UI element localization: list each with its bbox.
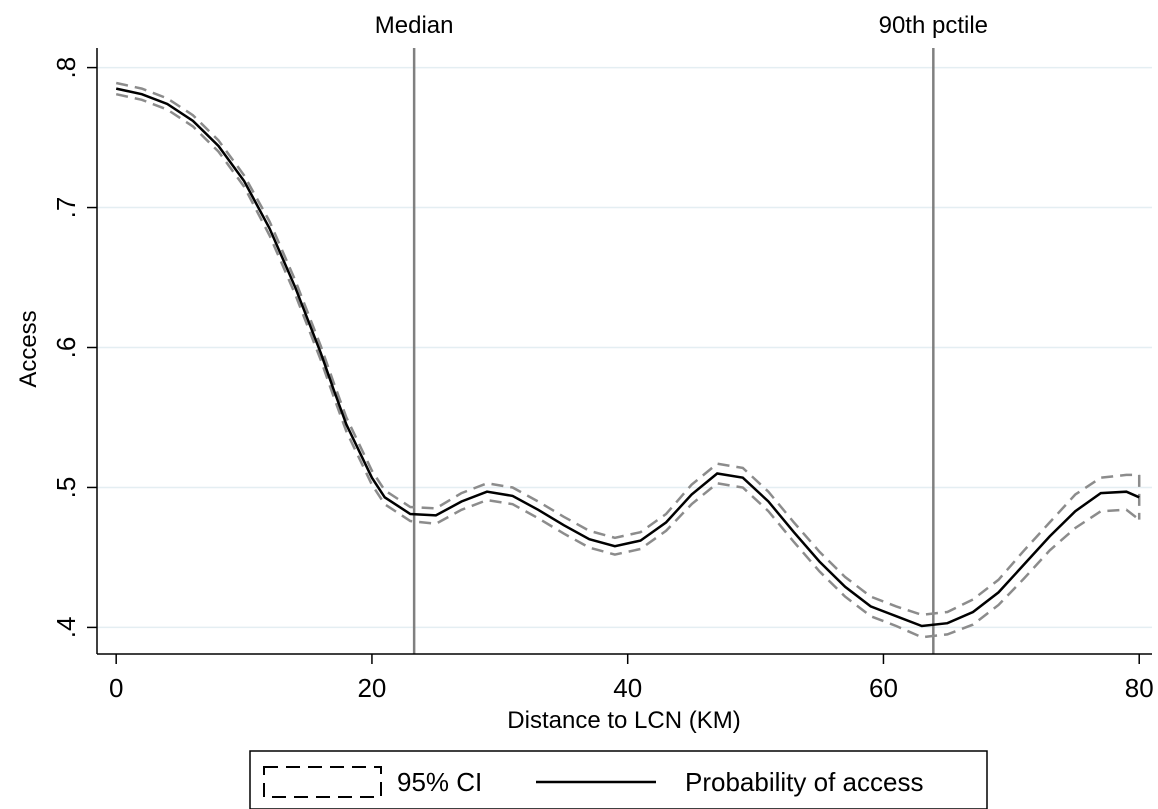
y-axis-title: Access (15, 310, 42, 387)
x-tick-label-3: 60 (869, 673, 898, 703)
x-tick-label-0: 0 (109, 673, 123, 703)
x-tick-label-4: 80 (1125, 673, 1154, 703)
ci-upper-line (115, 81, 1140, 617)
legend-ci-swatch (263, 766, 382, 798)
reference-lines: Median 90th pctile (375, 12, 988, 654)
ci-lower-line (115, 92, 1140, 639)
y-tick-label-4: .8 (51, 57, 81, 79)
y-tick-label-0: .4 (51, 617, 81, 639)
y-tick-label-1: .5 (51, 477, 81, 499)
legend: 95% CI Probability of access (249, 750, 988, 809)
legend-box (249, 750, 988, 809)
y-tick-label-3: .7 (51, 197, 81, 219)
x-tick-label-1: 20 (357, 673, 386, 703)
probability-line (115, 87, 1140, 628)
x-axis-title: Distance to LCN (KM) (507, 707, 740, 734)
legend-probability-label: Probability of access (685, 767, 923, 797)
reference-label-0: Median (375, 12, 454, 39)
tick-labels: 0 20 40 60 80 .4 .5 .6 .7 .8 (51, 57, 1154, 703)
axes (96, 48, 1152, 655)
y-tick-label-2: .6 (51, 337, 81, 359)
reference-label-1: 90th pctile (879, 12, 988, 39)
series-group (115, 81, 1141, 639)
gridlines (97, 66, 1152, 629)
legend-ci-label: 95% CI (397, 767, 482, 797)
x-tick-label-2: 40 (613, 673, 642, 703)
